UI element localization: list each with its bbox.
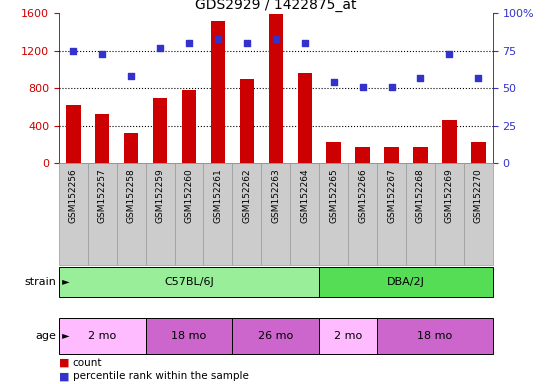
Bar: [203, 163, 232, 265]
Title: GDS2929 / 1422875_at: GDS2929 / 1422875_at: [195, 0, 357, 12]
Text: GSM152259: GSM152259: [156, 168, 165, 223]
Bar: [406, 163, 435, 265]
Text: 2 mo: 2 mo: [334, 331, 362, 341]
Bar: [377, 318, 493, 354]
Bar: [471, 142, 486, 163]
Text: percentile rank within the sample: percentile rank within the sample: [73, 371, 249, 381]
Bar: [116, 163, 146, 265]
Bar: [66, 105, 81, 163]
Text: GSM152257: GSM152257: [97, 168, 107, 223]
Text: strain: strain: [24, 277, 56, 287]
Point: [69, 48, 78, 54]
Point: [242, 40, 251, 46]
Point: [474, 75, 483, 81]
Text: GSM152268: GSM152268: [416, 168, 425, 223]
Point: [156, 45, 165, 51]
Point: [127, 73, 136, 79]
Bar: [59, 268, 319, 297]
Bar: [88, 163, 116, 265]
Bar: [240, 79, 254, 163]
Point: [300, 40, 309, 46]
Bar: [124, 133, 138, 163]
Point: [387, 84, 396, 90]
Text: ■: ■: [59, 371, 69, 381]
Point: [271, 36, 280, 42]
Bar: [413, 147, 428, 163]
Bar: [442, 120, 456, 163]
Text: 2 mo: 2 mo: [88, 331, 116, 341]
Bar: [95, 114, 109, 163]
Text: GSM152267: GSM152267: [387, 168, 396, 223]
Bar: [377, 163, 406, 265]
Bar: [319, 268, 493, 297]
Point: [184, 40, 194, 46]
Text: 26 mo: 26 mo: [258, 331, 293, 341]
Text: GSM152261: GSM152261: [213, 168, 222, 223]
Bar: [146, 318, 232, 354]
Bar: [59, 163, 88, 265]
Bar: [297, 73, 312, 163]
Point: [416, 75, 425, 81]
Text: GSM152264: GSM152264: [300, 168, 309, 223]
Point: [213, 36, 222, 42]
Text: GSM152266: GSM152266: [358, 168, 367, 223]
Bar: [153, 98, 167, 163]
Bar: [232, 163, 262, 265]
Text: 18 mo: 18 mo: [417, 331, 452, 341]
Text: GSM152263: GSM152263: [271, 168, 281, 223]
Text: DBA/2J: DBA/2J: [387, 277, 425, 287]
Text: C57BL/6J: C57BL/6J: [164, 277, 214, 287]
Text: GSM152269: GSM152269: [445, 168, 454, 223]
Bar: [384, 147, 399, 163]
Bar: [146, 163, 175, 265]
Text: GSM152270: GSM152270: [474, 168, 483, 223]
Bar: [319, 163, 348, 265]
Point: [97, 51, 106, 57]
Bar: [262, 163, 290, 265]
Bar: [348, 163, 377, 265]
Text: ■: ■: [59, 358, 69, 368]
Text: age: age: [35, 331, 56, 341]
Bar: [319, 318, 377, 354]
Bar: [175, 163, 203, 265]
Point: [358, 84, 367, 90]
Text: GSM152260: GSM152260: [184, 168, 194, 223]
Bar: [232, 318, 319, 354]
Bar: [211, 21, 225, 163]
Bar: [182, 90, 196, 163]
Bar: [269, 14, 283, 163]
Point: [445, 51, 454, 57]
Text: 18 mo: 18 mo: [171, 331, 207, 341]
Bar: [356, 147, 370, 163]
Bar: [435, 163, 464, 265]
Text: ►: ►: [59, 277, 69, 287]
Bar: [464, 163, 493, 265]
Text: GSM152265: GSM152265: [329, 168, 338, 223]
Bar: [326, 142, 341, 163]
Point: [329, 79, 338, 85]
Text: count: count: [73, 358, 102, 368]
Text: GSM152258: GSM152258: [127, 168, 136, 223]
Text: GSM152262: GSM152262: [242, 168, 251, 223]
Text: ►: ►: [59, 331, 69, 341]
Bar: [59, 318, 146, 354]
Text: GSM152256: GSM152256: [69, 168, 78, 223]
Bar: [290, 163, 319, 265]
